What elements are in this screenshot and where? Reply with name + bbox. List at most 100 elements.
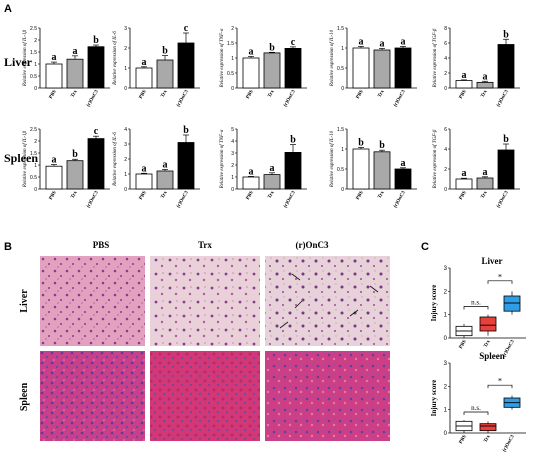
- y-tick-label: 1: [231, 56, 234, 62]
- x-tick-label: PBS: [459, 190, 468, 201]
- significance-letter: b: [379, 140, 385, 151]
- significance-letter: a: [483, 71, 488, 82]
- y-tick-label: 1: [34, 163, 37, 169]
- x-tick-label: (r)OnC3: [393, 89, 407, 108]
- y-tick-label: 1: [124, 172, 127, 178]
- x-tick-label: Trx: [71, 190, 79, 200]
- y-tick-label: 0.5: [30, 74, 37, 80]
- row-label-liver: Liver: [4, 55, 33, 69]
- significance-letter: c: [291, 37, 296, 48]
- bar: [135, 67, 153, 89]
- x-tick-label: Trx: [71, 89, 79, 99]
- histology-liver-trx: [150, 256, 260, 346]
- x-tick-label: PBS: [459, 339, 468, 350]
- y-tick-label: 0: [444, 336, 448, 342]
- y-tick-label: 0: [231, 86, 234, 92]
- y-tick-label: 1: [341, 46, 344, 52]
- y-axis-label: Relative expression of IL-1β: [23, 130, 28, 188]
- y-tick-label: 5: [231, 127, 234, 133]
- bar: [87, 138, 105, 190]
- y-tick-label: 1.5: [30, 151, 37, 157]
- bar: [177, 42, 195, 89]
- ns-bracket: [463, 306, 489, 310]
- y-tick-label: 4: [444, 56, 447, 62]
- y-axis-label: Relative expression of TNF-α: [220, 28, 225, 88]
- x-tick-label: (r)OnC3: [283, 190, 297, 209]
- y-axis-label: Relative expression of TNF-α: [220, 129, 225, 189]
- significance-letter: b: [183, 125, 189, 136]
- x-tick-label: PBS: [246, 190, 255, 201]
- bar: [242, 57, 260, 89]
- y-tick-label: 4: [444, 147, 447, 153]
- bar: [263, 52, 281, 89]
- y-tick-label: 0: [341, 86, 344, 92]
- significance-letter: b: [290, 135, 296, 146]
- x-tick-label: (r)OnC3: [496, 89, 510, 108]
- y-tick-label: 2: [34, 139, 37, 145]
- x-tick-label: (r)OnC3: [283, 89, 297, 108]
- bar-chart: 0 1 2 3 4 5 Relative expression of TNF-α a PBS a T…: [220, 127, 307, 209]
- x-tick-label: Trx: [481, 190, 489, 200]
- significance-letter: a: [380, 38, 385, 49]
- x-tick-label: PBS: [49, 89, 58, 100]
- y-tick-label: 2: [444, 289, 448, 295]
- x-tick-label: (r)OnC3: [496, 190, 510, 209]
- y-tick-label: 0: [231, 187, 234, 193]
- bar: [45, 165, 63, 190]
- x-tick-label: PBS: [459, 89, 468, 100]
- y-axis-label: Relative expression of IL-10: [330, 130, 335, 188]
- bar: [87, 46, 105, 89]
- x-tick-label: (r)OnC3: [86, 190, 100, 209]
- bar: [373, 151, 391, 190]
- x-tick-label: Trx: [161, 89, 169, 99]
- y-tick-label: 6: [444, 127, 447, 133]
- y-tick-label: 1: [231, 175, 234, 181]
- x-tick-label: Trx: [378, 190, 386, 200]
- box: [479, 423, 497, 432]
- histology-spleen-ronc3: [265, 351, 390, 441]
- box-chart: Spleen 0 1 2 3 Injury score PBS Trx (r)OnC3 n.s. *: [430, 351, 526, 453]
- bar-chart: 0 1 2 3 4 Relative expression of IL-6 a PBS a Trx…: [113, 125, 200, 209]
- y-tick-label: 0: [34, 187, 37, 193]
- hist-row-spleen: Spleen: [19, 382, 30, 411]
- histology-spleen-pbs: [40, 351, 145, 441]
- bar: [352, 148, 370, 190]
- y-tick-label: 2: [444, 384, 448, 390]
- y-tick-label: 3: [124, 142, 127, 148]
- y-tick-label: 3: [231, 151, 234, 157]
- y-tick-label: 0: [341, 187, 344, 193]
- y-tick-label: 1.5: [30, 50, 37, 56]
- bar: [394, 47, 412, 89]
- panel-label-c: C: [421, 241, 429, 253]
- y-tick-label: 2: [124, 46, 127, 52]
- y-tick-label: 2: [34, 38, 37, 44]
- histology-liver-row: [40, 256, 390, 346]
- y-tick-label: 0: [34, 86, 37, 92]
- y-tick-label: 0: [124, 86, 127, 92]
- histology-liver-pbs: [40, 256, 145, 346]
- y-tick-label: 2: [231, 163, 234, 169]
- bar-chart: 0 2 4 6 Relative expression of TGF-β a PBS a Trx…: [433, 127, 520, 209]
- x-tick-label: Trx: [481, 89, 489, 99]
- x-tick-label: Trx: [484, 339, 492, 349]
- bar: [455, 80, 473, 89]
- significance-letter: a: [401, 158, 406, 169]
- x-tick-label: Trx: [268, 89, 276, 99]
- sig-label: *: [498, 377, 502, 386]
- bar: [476, 81, 494, 89]
- significance-letter: b: [503, 134, 509, 145]
- y-tick-label: 0: [124, 187, 127, 193]
- significance-letter: b: [93, 35, 99, 46]
- box-chart-title: Liver: [482, 256, 503, 266]
- x-tick-label: PBS: [246, 89, 255, 100]
- bar: [497, 44, 515, 89]
- x-tick-label: PBS: [49, 190, 58, 201]
- significance-letter: a: [52, 155, 57, 166]
- y-tick-label: 1: [444, 313, 448, 319]
- significance-letter: a: [401, 36, 406, 47]
- y-axis-label: Relative expression of IL-6: [113, 132, 118, 187]
- x-tick-label: Trx: [161, 190, 169, 200]
- x-tick-label: Trx: [268, 190, 276, 200]
